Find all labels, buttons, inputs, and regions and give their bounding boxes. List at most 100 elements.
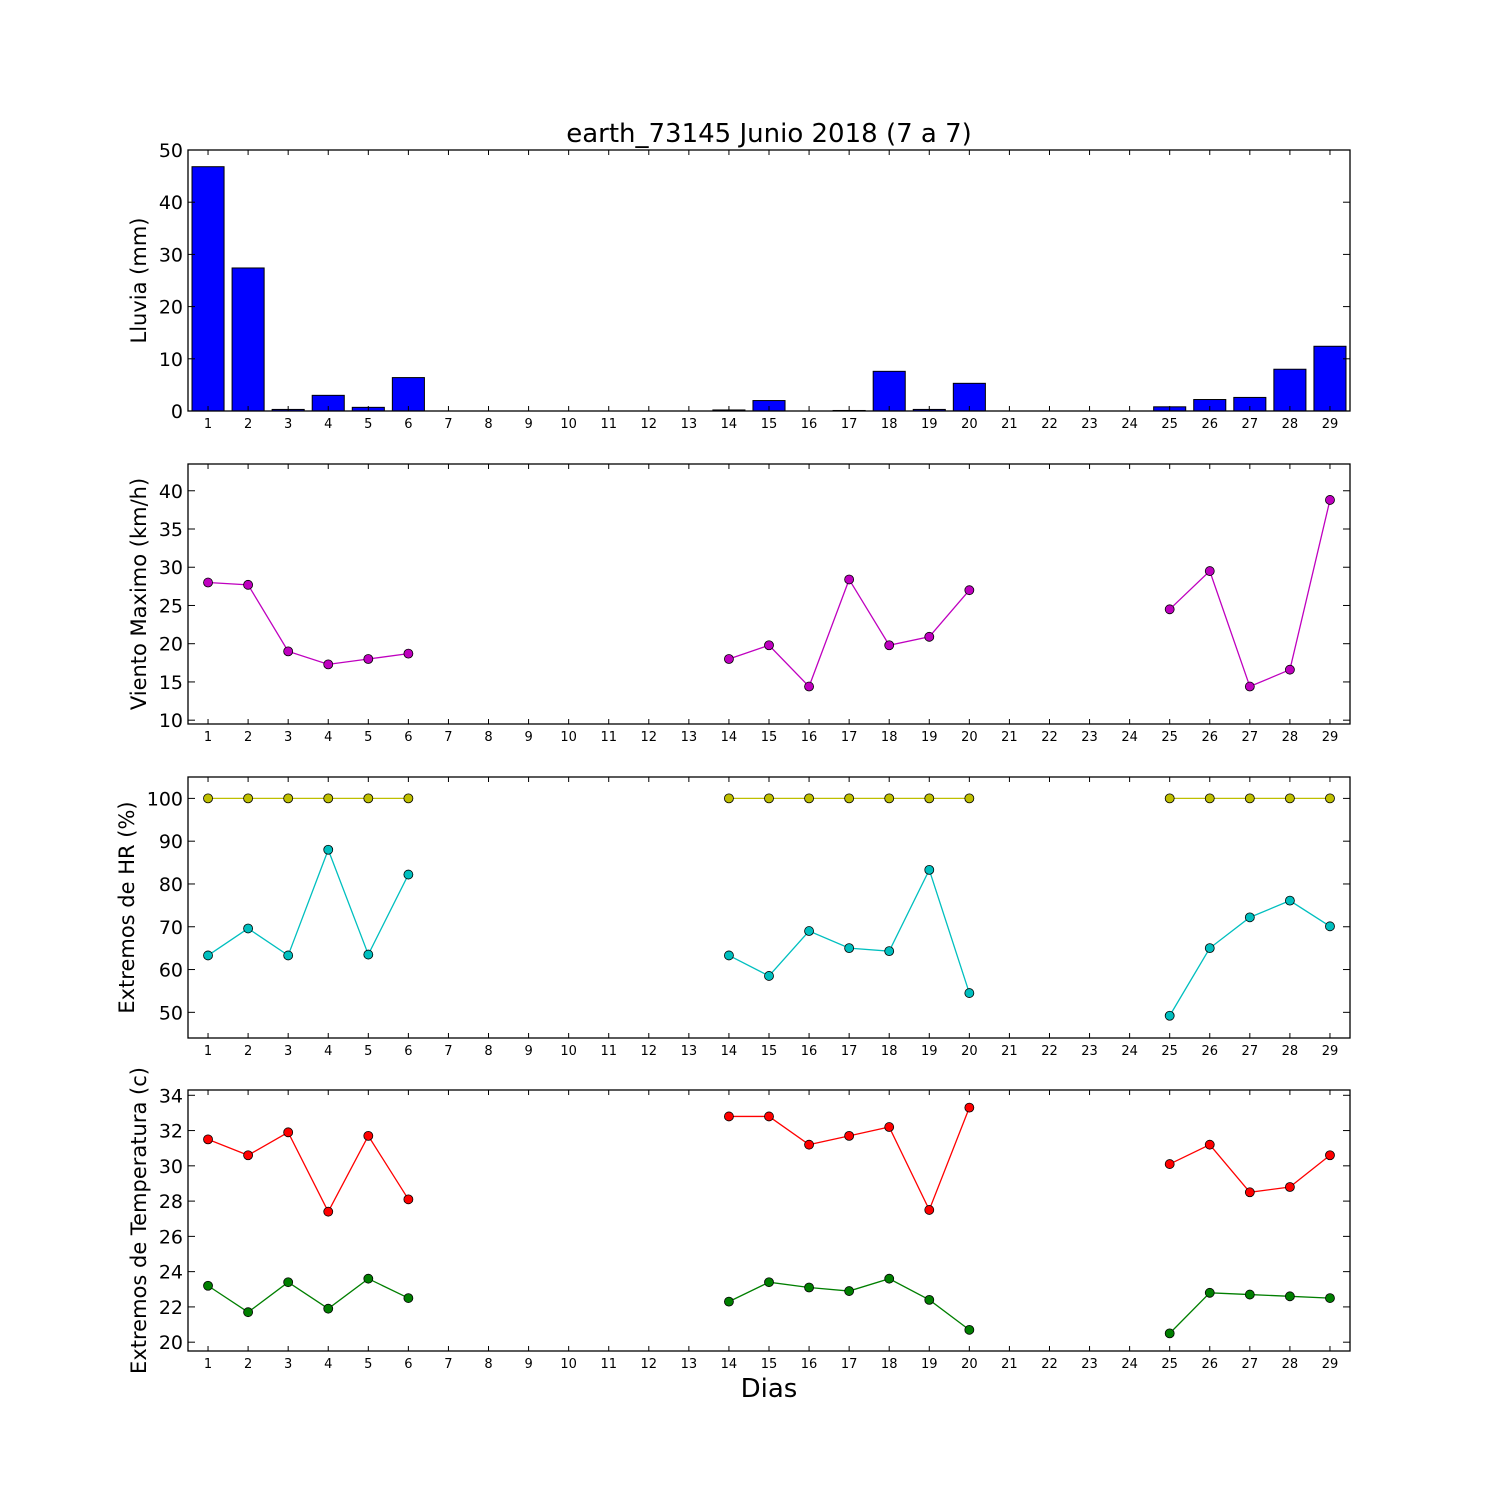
data-point [804, 1282, 814, 1293]
x-tick-label: 10 [560, 417, 577, 432]
data-point [724, 950, 734, 961]
data-point [924, 1205, 935, 1215]
x-tick-label: 24 [1121, 1357, 1138, 1372]
y-tick-label: 35 [159, 519, 183, 541]
x-tick-label: 24 [1121, 730, 1138, 745]
bar [872, 370, 906, 412]
x-tick-label: 27 [1242, 1044, 1259, 1059]
data-point [924, 793, 935, 804]
x-axis-label: Dias [741, 1374, 798, 1404]
data-point [804, 1139, 814, 1150]
data-point [1285, 793, 1295, 804]
data-point [884, 1122, 895, 1132]
data-point [1325, 793, 1335, 804]
series-line [207, 1131, 409, 1214]
x-tick-label: 5 [364, 1357, 372, 1372]
y-tick-label: 22 [159, 1297, 183, 1319]
x-tick-label: 22 [1041, 1357, 1058, 1372]
panel-2-series-1 [203, 495, 1335, 692]
x-tick-label: 28 [1282, 417, 1299, 432]
series-line [207, 847, 409, 957]
x-tick-label: 12 [641, 1044, 658, 1059]
x-tick-label: 15 [761, 417, 778, 432]
data-point [243, 1307, 254, 1318]
data-point [1204, 943, 1215, 954]
series-line [207, 581, 409, 666]
y-tick-label: 32 [159, 1121, 183, 1143]
x-tick-label: 4 [324, 417, 332, 432]
y-tick-label: 50 [159, 140, 183, 162]
y-tick-label: 30 [159, 1156, 183, 1178]
data-point [964, 1102, 975, 1113]
y-tick-label: 34 [159, 1085, 183, 1107]
x-tick-label: 16 [801, 730, 818, 745]
data-point [1285, 895, 1295, 906]
data-point [764, 1277, 774, 1288]
data-point [203, 1134, 213, 1145]
y-tick-label: 60 [159, 960, 183, 982]
data-point [1244, 793, 1255, 804]
data-point [764, 640, 774, 651]
data-point [964, 793, 975, 804]
x-tick-label: 29 [1322, 417, 1339, 432]
x-tick-label: 3 [284, 417, 292, 432]
panel-1-y-axis-label: Lluvia (mm) [127, 218, 151, 344]
x-tick-label: 2 [244, 1044, 252, 1059]
x-tick-label: 18 [881, 730, 898, 745]
x-tick-label: 25 [1161, 1357, 1178, 1372]
data-point [403, 869, 414, 880]
x-tick-label: 26 [1201, 1357, 1218, 1372]
data-point [924, 1294, 935, 1305]
data-point [1244, 681, 1255, 692]
x-tick-label: 7 [444, 1357, 452, 1372]
data-point [1204, 566, 1215, 576]
x-tick-label: 16 [801, 1357, 818, 1372]
x-tick-label: 21 [1001, 417, 1018, 432]
data-point [764, 1111, 774, 1122]
data-point [1325, 921, 1335, 932]
panel-3-y-axis-label: Extremos de HR (%) [115, 801, 139, 1013]
x-tick-label: 9 [524, 417, 532, 432]
x-tick-label: 20 [961, 1044, 978, 1059]
data-point [1204, 1139, 1215, 1150]
data-point [363, 1130, 374, 1141]
x-tick-label: 26 [1201, 730, 1218, 745]
x-tick-label: 15 [761, 1357, 778, 1372]
data-point [243, 579, 254, 590]
data-point [1244, 1187, 1255, 1198]
x-tick-label: 19 [921, 730, 938, 745]
data-point [844, 1130, 855, 1141]
data-point [323, 1206, 334, 1217]
x-tick-label: 1 [204, 417, 212, 432]
data-point [403, 1194, 414, 1205]
x-tick-label: 13 [681, 417, 698, 432]
panel-3-series-1 [203, 793, 1335, 804]
x-tick-label: 19 [921, 1357, 938, 1372]
data-point [1285, 1291, 1295, 1302]
data-point [243, 1150, 254, 1161]
x-tick-label: 28 [1282, 1357, 1299, 1372]
y-tick-label: 15 [159, 672, 183, 694]
x-tick-label: 27 [1242, 730, 1259, 745]
y-tick-label: 70 [159, 917, 183, 939]
series-line [207, 1277, 409, 1313]
data-point [363, 793, 374, 804]
data-point [724, 793, 734, 804]
x-tick-label: 18 [881, 417, 898, 432]
bar [1313, 345, 1347, 412]
x-tick-label: 7 [444, 1044, 452, 1059]
x-tick-label: 23 [1081, 730, 1098, 745]
x-tick-label: 14 [721, 1044, 738, 1059]
y-tick-label: 25 [159, 595, 183, 617]
data-point [724, 1111, 734, 1122]
x-tick-label: 17 [841, 417, 858, 432]
x-tick-label: 21 [1001, 1357, 1018, 1372]
data-point [764, 793, 774, 804]
data-point [724, 654, 734, 664]
x-tick-label: 11 [600, 1044, 617, 1059]
x-tick-label: 1 [204, 1357, 212, 1372]
